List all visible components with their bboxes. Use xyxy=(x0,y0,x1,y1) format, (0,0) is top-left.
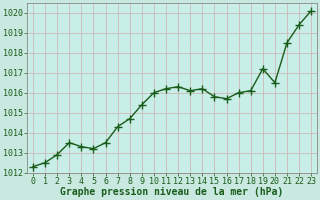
X-axis label: Graphe pression niveau de la mer (hPa): Graphe pression niveau de la mer (hPa) xyxy=(60,187,284,197)
